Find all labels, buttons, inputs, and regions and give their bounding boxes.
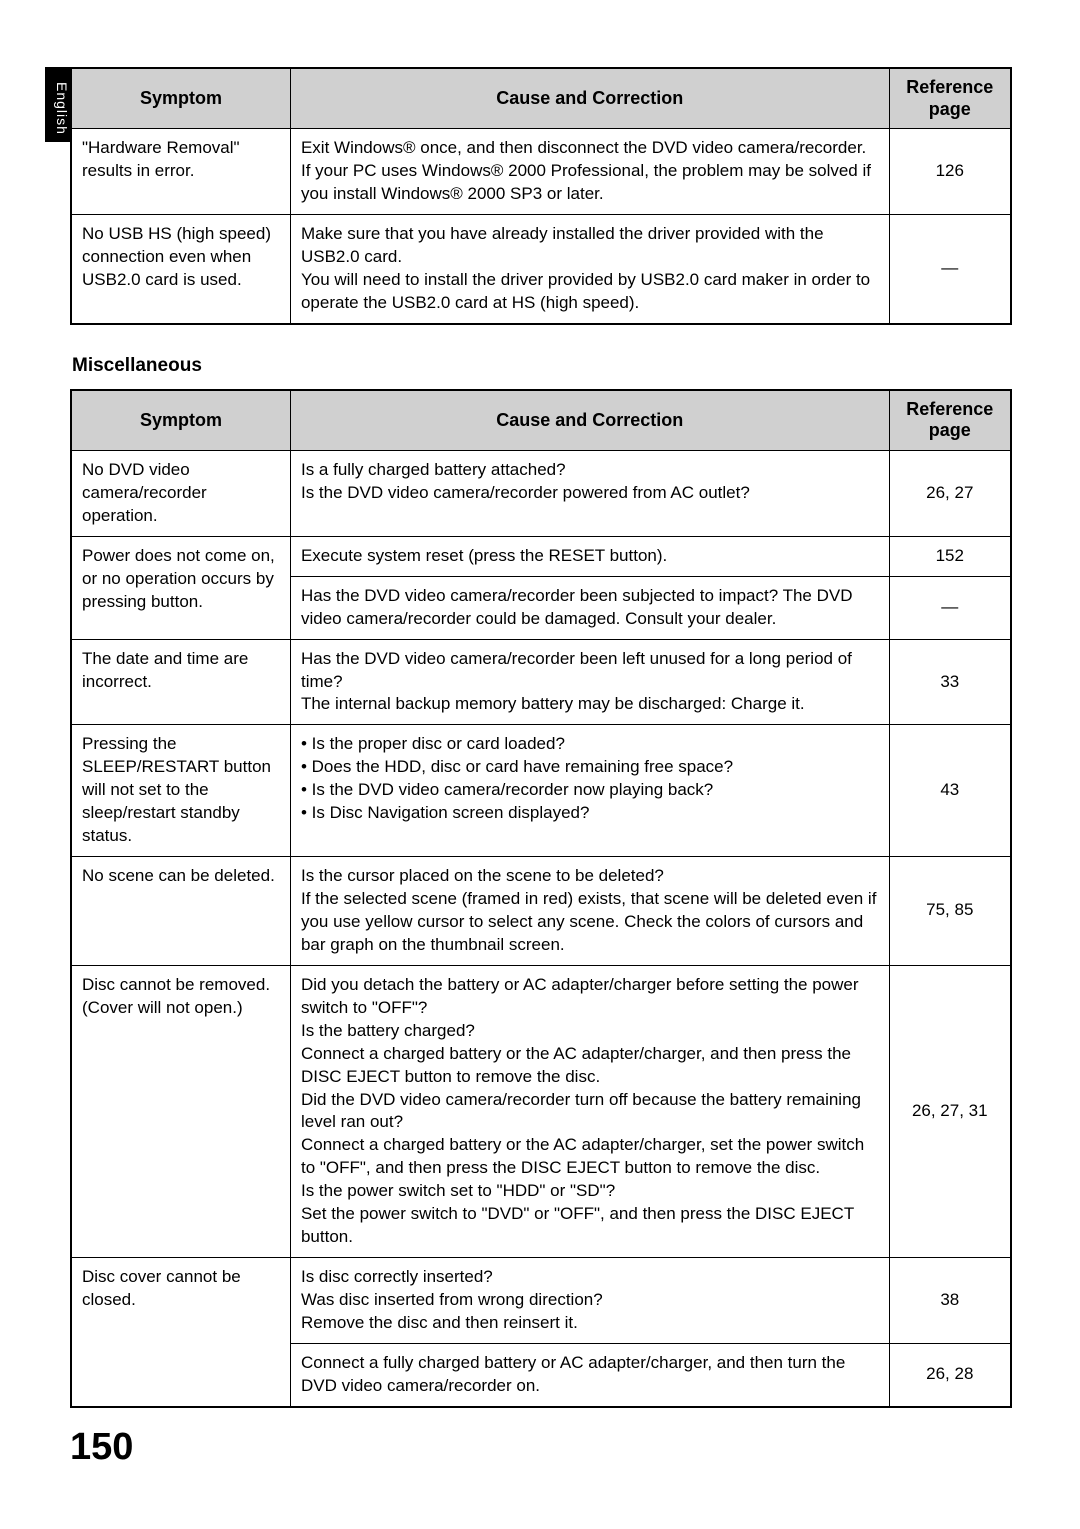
cause-cell: Is the proper disc or card loaded?Does t…	[290, 725, 889, 857]
table-row: Disc cover cannot be closed.Is disc corr…	[71, 1258, 1011, 1344]
symptom-cell: The date and time are incorrect.	[71, 639, 290, 725]
table2-header-ref: Reference page	[889, 390, 1011, 451]
symptom-cell: Disc cannot be removed. (Cover will not …	[71, 965, 290, 1257]
table-row: The date and time are incorrect.Has the …	[71, 639, 1011, 725]
table-row: No scene can be deleted.Is the cursor pl…	[71, 857, 1011, 966]
page-content: Symptom Cause and Correction Reference p…	[70, 67, 1012, 1438]
table1-header-symptom: Symptom	[71, 68, 290, 129]
table2-header-symptom: Symptom	[71, 390, 290, 451]
table-row: No USB HS (high speed) connection even w…	[71, 215, 1011, 324]
bullet-item: Does the HDD, disc or card have remainin…	[301, 756, 879, 779]
bullet-item: Is the proper disc or card loaded?	[301, 733, 879, 756]
reference-cell: —	[889, 576, 1011, 639]
reference-cell: 152	[889, 536, 1011, 576]
cause-cell: Make sure that you have already installe…	[290, 215, 889, 324]
troubleshooting-table-1: Symptom Cause and Correction Reference p…	[70, 67, 1012, 325]
troubleshooting-table-2: Symptom Cause and Correction Reference p…	[70, 389, 1012, 1408]
symptom-cell: No scene can be deleted.	[71, 857, 290, 966]
reference-cell: —	[889, 215, 1011, 324]
reference-cell: 43	[889, 725, 1011, 857]
symptom-cell: Disc cover cannot be closed.	[71, 1258, 290, 1407]
symptom-cell: No USB HS (high speed) connection even w…	[71, 215, 290, 324]
symptom-cell: Pressing the SLEEP/RESTART button will n…	[71, 725, 290, 857]
table1-header-ref: Reference page	[889, 68, 1011, 129]
cause-cell: Did you detach the battery or AC adapter…	[290, 965, 889, 1257]
table-row: "Hardware Removal" results in error.Exit…	[71, 129, 1011, 215]
cause-cell: Connect a fully charged battery or AC ad…	[290, 1343, 889, 1406]
cause-cell: Exit Windows® once, and then disconnect …	[290, 129, 889, 215]
table2-header-cause: Cause and Correction	[290, 390, 889, 451]
reference-cell: 75, 85	[889, 857, 1011, 966]
table-row: No DVD video camera/recorder operation.I…	[71, 450, 1011, 536]
reference-cell: 26, 27	[889, 450, 1011, 536]
table-row: Disc cannot be removed. (Cover will not …	[71, 965, 1011, 1257]
cause-cell: Is a fully charged battery attached? Is …	[290, 450, 889, 536]
reference-cell: 26, 27, 31	[889, 965, 1011, 1257]
section-heading-miscellaneous: Miscellaneous	[72, 355, 1012, 377]
table1-header-cause: Cause and Correction	[290, 68, 889, 129]
page-number: 150	[70, 1426, 133, 1469]
cause-cell: Has the DVD video camera/recorder been l…	[290, 639, 889, 725]
cause-cell: Execute system reset (press the RESET bu…	[290, 536, 889, 576]
table-row: Power does not come on, or no operation …	[71, 536, 1011, 576]
reference-cell: 126	[889, 129, 1011, 215]
symptom-cell: Power does not come on, or no operation …	[71, 536, 290, 639]
cause-cell: Is disc correctly inserted? Was disc ins…	[290, 1258, 889, 1344]
reference-cell: 38	[889, 1258, 1011, 1344]
symptom-cell: "Hardware Removal" results in error.	[71, 129, 290, 215]
symptom-cell: No DVD video camera/recorder operation.	[71, 450, 290, 536]
table-row: Pressing the SLEEP/RESTART button will n…	[71, 725, 1011, 857]
cause-cell: Is the cursor placed on the scene to be …	[290, 857, 889, 966]
cause-cell: Has the DVD video camera/recorder been s…	[290, 576, 889, 639]
reference-cell: 26, 28	[889, 1343, 1011, 1406]
language-tab: English	[45, 67, 70, 142]
bullet-item: Is Disc Navigation screen displayed?	[301, 802, 879, 825]
reference-cell: 33	[889, 639, 1011, 725]
bullet-item: Is the DVD video camera/recorder now pla…	[301, 779, 879, 802]
